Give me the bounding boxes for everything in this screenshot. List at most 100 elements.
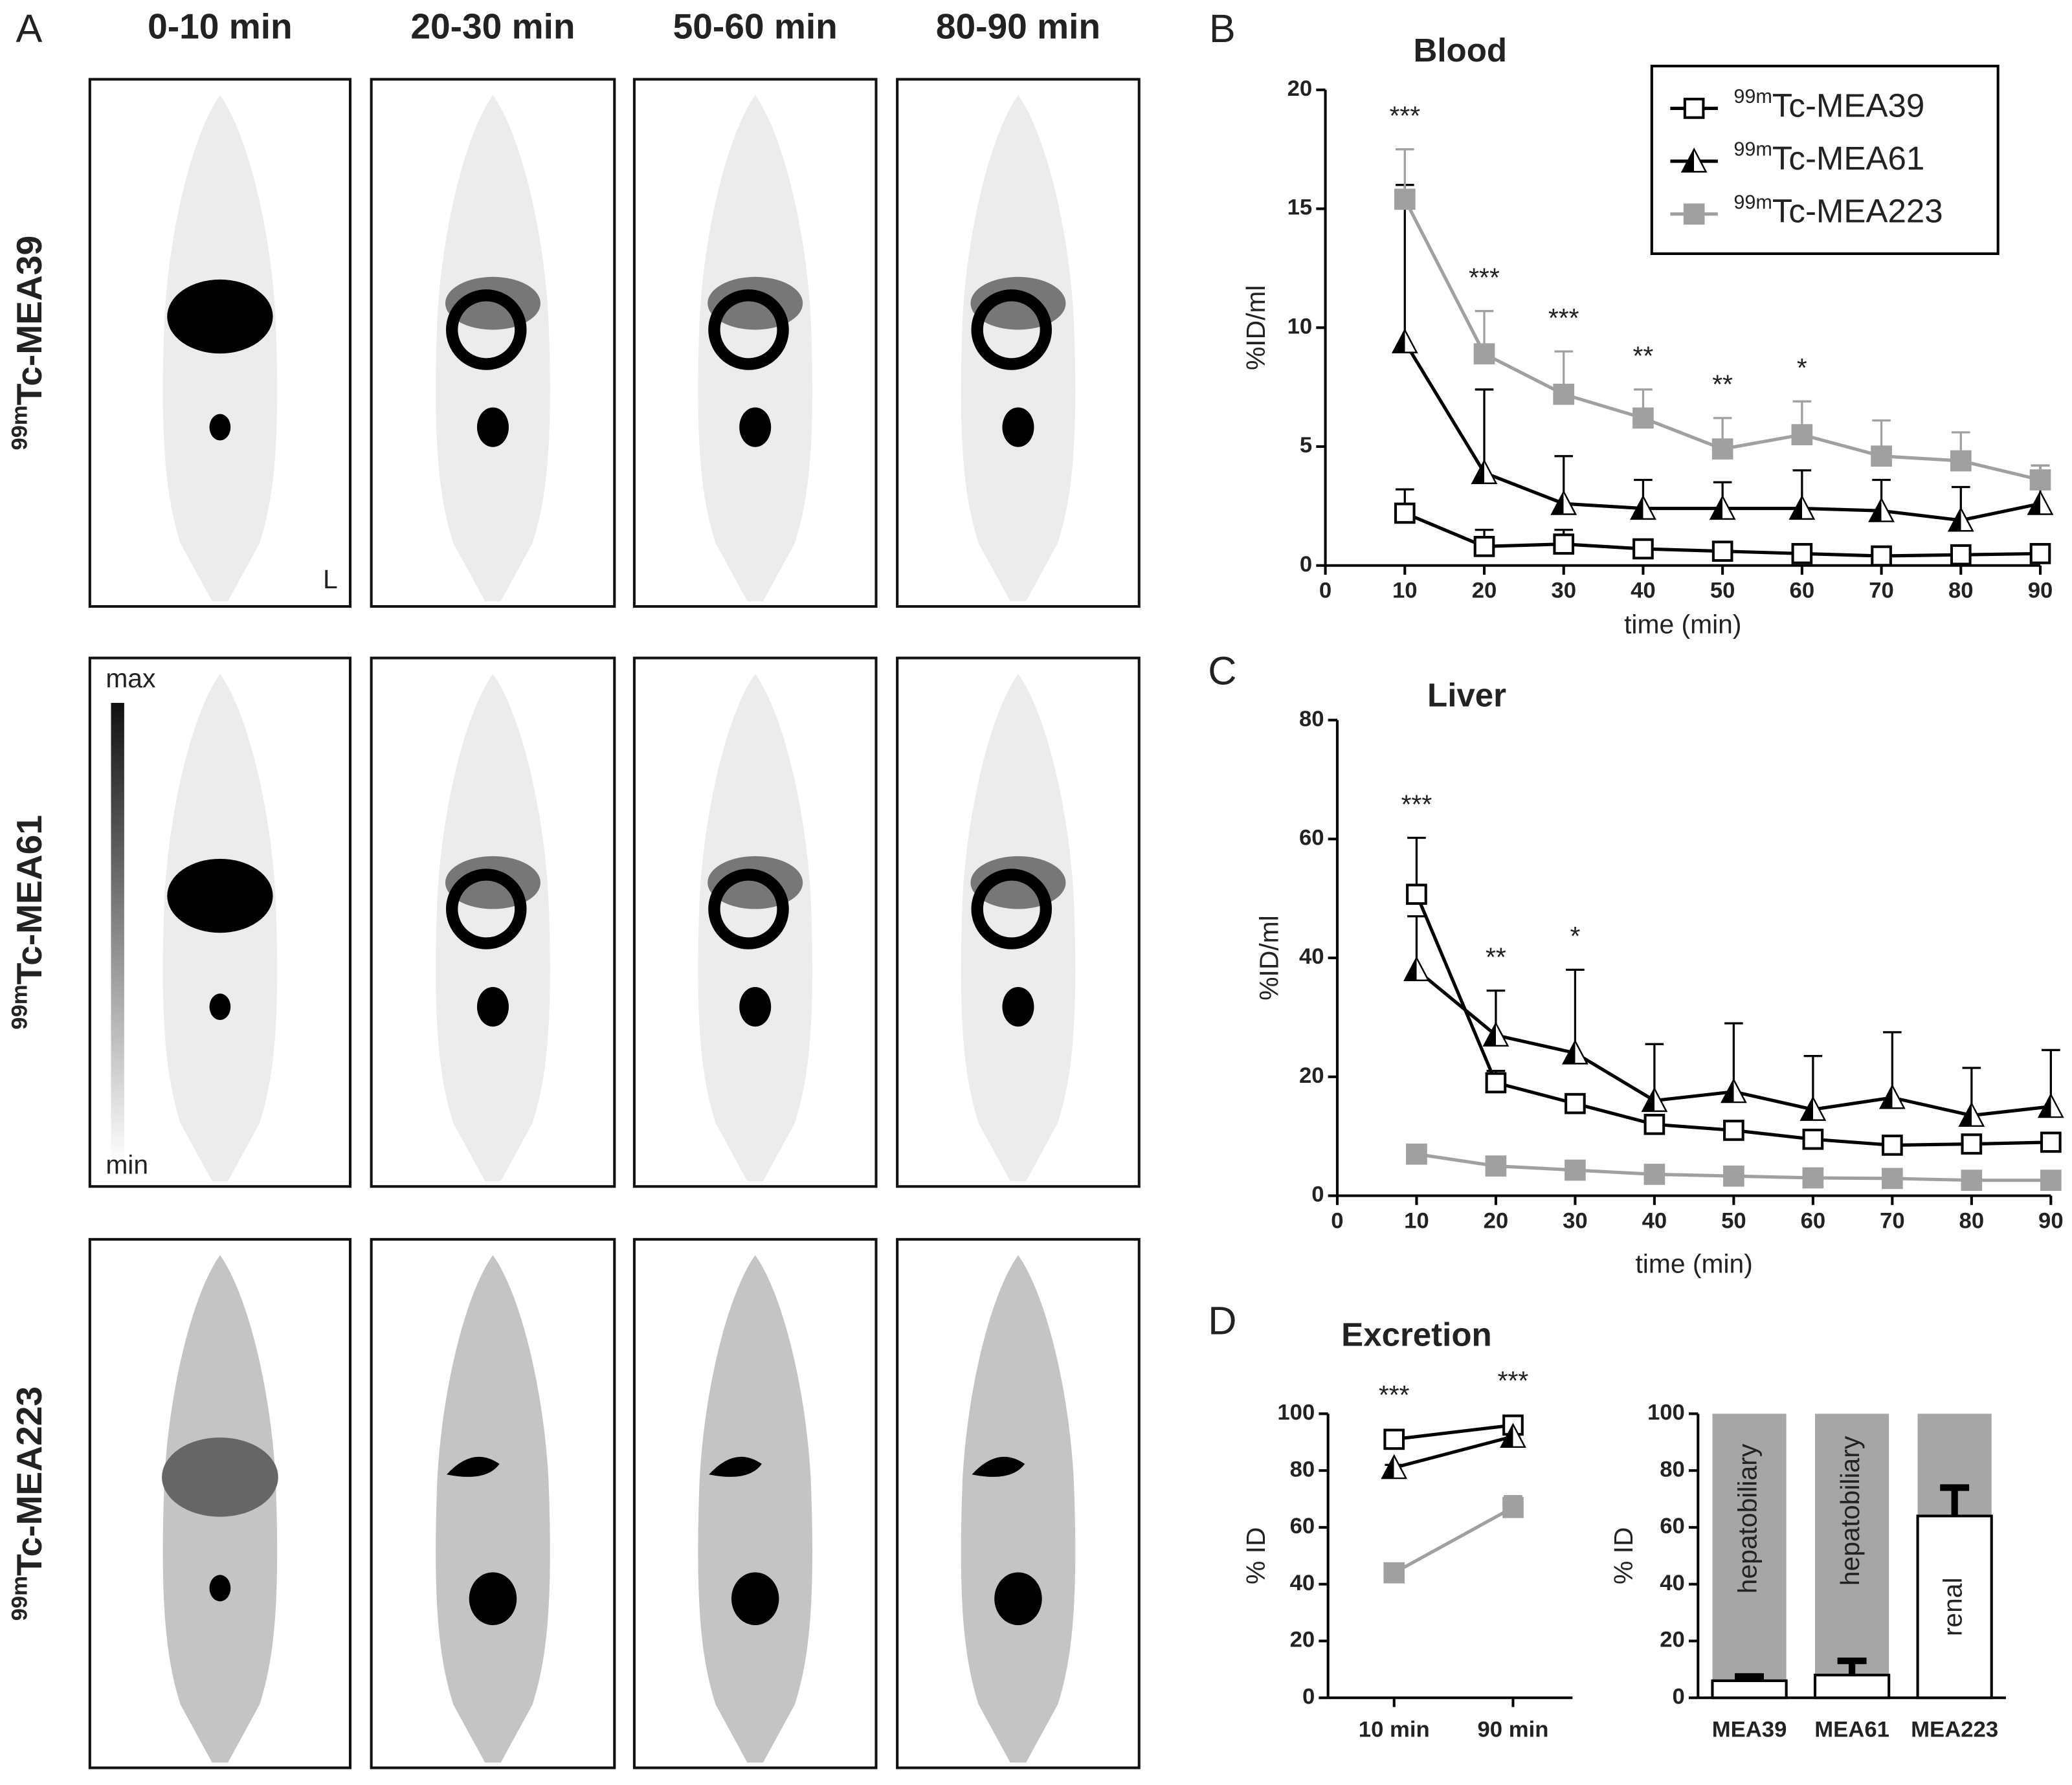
marker — [1723, 1120, 1744, 1141]
marker — [1683, 98, 1705, 119]
organ — [445, 289, 527, 370]
marker — [1802, 1128, 1824, 1150]
isotope: 99m — [1733, 85, 1772, 107]
marker — [1720, 1078, 1747, 1103]
marker — [2040, 1170, 2062, 1191]
bar-label: hepatobiliary — [1835, 1436, 1865, 1586]
x-tick-label: MEA61 — [1814, 1717, 1889, 1742]
x-tick-label: 0 — [1319, 579, 1331, 603]
x-tick-label: 10 — [1404, 1209, 1429, 1234]
marker — [1565, 1159, 1586, 1181]
x-tick-label: 50 — [1710, 579, 1735, 603]
panel-label: A — [16, 6, 42, 50]
y-tick-label: 60 — [1660, 1514, 1685, 1538]
y-tick-label: 40 — [1299, 944, 1324, 969]
marker — [1632, 538, 1654, 560]
y-tick-label: 20 — [1660, 1628, 1685, 1652]
x-axis-label: time (min) — [1635, 1248, 1752, 1278]
y-tick-label: 80 — [1299, 707, 1324, 731]
marker — [1553, 533, 1575, 555]
bladder — [731, 1572, 779, 1625]
marker — [1947, 506, 1974, 532]
significance: *** — [1379, 1380, 1410, 1410]
marker — [1802, 1167, 1824, 1189]
row-name: Tc-MEA61 — [9, 815, 49, 984]
column-header: 80-90 min — [936, 6, 1100, 46]
marker — [1394, 188, 1416, 210]
row-label: 99mTc-MEA61 — [8, 815, 49, 1030]
x-tick-label: 70 — [1869, 579, 1894, 603]
marker — [1878, 1083, 1906, 1109]
significance: ** — [1486, 942, 1506, 971]
organ — [162, 1437, 278, 1517]
marker — [1641, 1087, 1668, 1113]
bar — [1711, 1679, 1788, 1700]
significance: *** — [1401, 789, 1432, 819]
y-axis-label: %ID/ml — [1241, 285, 1271, 371]
mouse-body — [961, 94, 1076, 601]
mouse-body — [436, 674, 550, 1182]
orientation-label: L — [323, 564, 338, 594]
panel-label: B — [1209, 6, 1236, 50]
bladder — [1002, 407, 1034, 447]
marker — [1950, 544, 1972, 566]
marker — [1630, 494, 1656, 520]
marker — [1871, 545, 1892, 567]
marker — [1871, 445, 1892, 467]
marker — [1643, 1113, 1665, 1135]
marker — [1391, 328, 1418, 353]
x-tick-label: 90 min — [1478, 1717, 1549, 1742]
y-tick-label: 80 — [1660, 1457, 1685, 1481]
marker — [1632, 407, 1654, 429]
row-name: Tc-MEA39 — [9, 236, 49, 405]
x-tick-label: 0 — [1331, 1209, 1343, 1234]
x-tick-label: 10 min — [1359, 1717, 1430, 1742]
y-tick-label: 20 — [1290, 1628, 1315, 1652]
marker — [1643, 1164, 1665, 1185]
x-tick-label: 60 — [1801, 1209, 1826, 1234]
bladder — [476, 986, 509, 1027]
x-tick-label: 40 — [1642, 1209, 1667, 1234]
marker — [1961, 1170, 1983, 1191]
legend-name: Tc-MEA39 — [1772, 87, 1924, 124]
bladder — [469, 1572, 517, 1625]
marker — [1381, 1454, 1408, 1480]
y-tick-label: 5 — [1300, 433, 1312, 458]
bar-label: hepatobiliary — [1732, 1443, 1762, 1593]
y-tick-label: 20 — [1287, 76, 1313, 101]
y-tick-label: 80 — [1290, 1457, 1315, 1481]
marker — [1950, 450, 1972, 472]
organ — [971, 289, 1052, 370]
y-axis-label: % ID — [1241, 1527, 1271, 1584]
mouse-body — [961, 1255, 1076, 1763]
bladder — [209, 414, 231, 441]
marker — [1406, 883, 1427, 905]
marker — [1882, 1168, 1903, 1190]
x-tick-label: 90 — [2028, 579, 2053, 603]
column-header: 20-30 min — [410, 6, 575, 46]
significance: *** — [1389, 100, 1420, 130]
column-header: 0-10 min — [148, 6, 293, 46]
legend-label: 99mTc-MEA39 — [1733, 85, 1924, 124]
scale-min: min — [106, 1149, 148, 1179]
marker — [1680, 148, 1708, 173]
error-bar — [1475, 388, 1494, 473]
legend-name: Tc-MEA61 — [1772, 140, 1924, 177]
isotope: 99m — [1733, 191, 1772, 213]
organ — [709, 1456, 762, 1477]
bladder — [1002, 986, 1034, 1027]
bar-background — [1712, 1414, 1787, 1698]
isotope: 99m — [8, 405, 32, 450]
significance: *** — [1498, 1366, 1529, 1395]
legend-name: Tc-MEA223 — [1772, 193, 1943, 230]
row-label: 99mTc-MEA39 — [8, 236, 49, 450]
x-tick-label: 50 — [1721, 1209, 1746, 1234]
marker — [1553, 383, 1575, 405]
marker — [2029, 469, 2051, 491]
x-tick-label: 40 — [1631, 579, 1656, 603]
marker — [1711, 540, 1733, 562]
marker — [2040, 1131, 2062, 1153]
mouse-body — [698, 94, 812, 601]
bladder — [209, 1575, 231, 1602]
